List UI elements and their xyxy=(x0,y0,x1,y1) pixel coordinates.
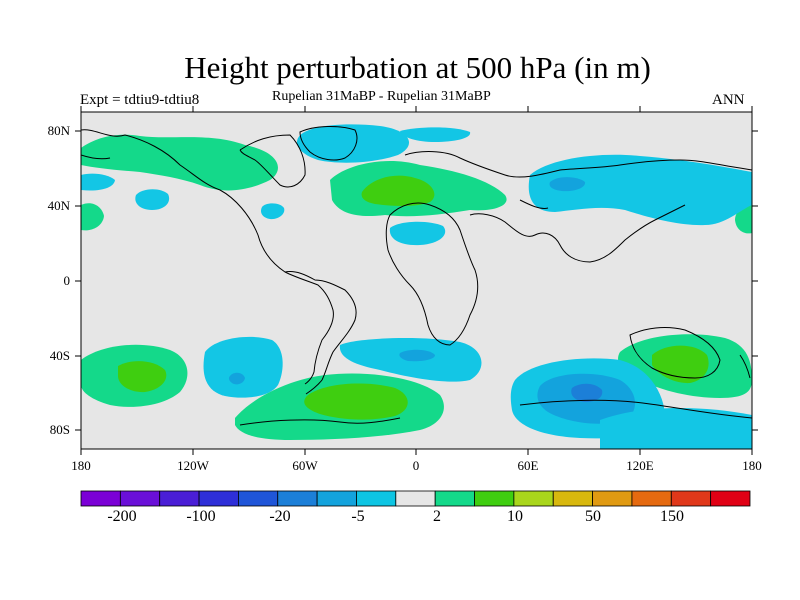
colorbar-swatch xyxy=(395,490,436,507)
field-contours xyxy=(81,124,752,449)
colorbar-swatch xyxy=(277,490,318,507)
colorbar-label-150: 150 xyxy=(660,508,684,525)
pos-region-south-pacific-strong xyxy=(118,361,167,393)
colorbar-swatch xyxy=(316,490,357,507)
neg-region-north-africa xyxy=(389,221,446,246)
lat-label-0: 0 xyxy=(63,273,71,288)
neg-region-north-atlantic-spot2 xyxy=(260,203,285,220)
lon-label-60e: 60E xyxy=(517,458,539,473)
lat-label-80s: 80S xyxy=(49,422,70,437)
colorbar-label-2: 2 xyxy=(433,508,441,525)
lon-label-180e: 180 xyxy=(742,458,762,473)
neg-region-greenland xyxy=(296,124,410,163)
colorbar-swatch xyxy=(159,490,200,507)
colorbar-swatch xyxy=(710,490,751,507)
lon-tick-marks xyxy=(80,106,753,455)
neg-region-south-atlantic-strong xyxy=(399,349,435,362)
neg-region-asia-pacific-strong xyxy=(549,177,586,192)
season-label: ANN xyxy=(712,92,745,108)
lon-label-0: 0 xyxy=(412,458,420,473)
neg-region-southern-ocean-east xyxy=(600,408,752,449)
colorbar-swatch xyxy=(631,490,672,507)
neg-region-arctic-atlantic xyxy=(400,127,471,142)
colorbar-label-50: 50 xyxy=(585,508,601,525)
colorbar-label-neg20: -20 xyxy=(269,508,291,525)
lon-label-120e: 120E xyxy=(626,458,654,473)
colorbar-swatch xyxy=(119,490,161,507)
colorbar xyxy=(80,490,751,507)
colorbar-swatch xyxy=(552,490,593,507)
pos-region-south-atlantic-strong xyxy=(304,383,408,420)
colorbar-label-neg5: -5 xyxy=(351,508,365,525)
colorbar-swatch xyxy=(198,490,239,507)
neg-region-north-atlantic-spot xyxy=(135,189,170,210)
lon-label-180w: 180 xyxy=(71,458,91,473)
colorbar-label-10: 10 xyxy=(507,508,523,525)
colorbar-swatch xyxy=(592,490,633,507)
lat-label-40s: 40S xyxy=(49,348,70,363)
chart-title: Height perturbation at 500 hPa (in m) xyxy=(184,50,651,85)
colorbar-swatch xyxy=(434,490,475,507)
lat-label-40n: 40N xyxy=(47,198,70,213)
colorbar-label-neg100: -100 xyxy=(186,508,216,525)
coastlines xyxy=(81,126,752,426)
neg-region-north-pacific-west xyxy=(81,173,115,191)
colorbar-swatch xyxy=(474,490,515,507)
pos-region-north-pacific xyxy=(81,134,278,191)
neg-region-south-america-pacific-strong xyxy=(228,372,245,385)
colorbar-swatch xyxy=(670,490,712,507)
experiment-label: Expt = tdtiu9-tdtiu8 xyxy=(80,92,200,108)
neg-region-southern-indian-core xyxy=(571,383,603,402)
lat-tick-marks xyxy=(75,130,758,431)
pos-region-europe-strong xyxy=(361,175,435,206)
colorbar-swatch xyxy=(513,490,554,507)
lon-label-120w: 120W xyxy=(177,458,209,473)
neg-region-south-america-pacific xyxy=(203,336,283,398)
colorbar-swatch xyxy=(238,490,279,507)
colorbar-swatch xyxy=(356,490,397,507)
neg-region-asia-pacific xyxy=(528,154,752,226)
pos-region-west-edge xyxy=(81,203,104,231)
lon-label-60w: 60W xyxy=(292,458,318,473)
lat-label-80n: 80N xyxy=(47,123,70,138)
colorbar-swatch xyxy=(80,490,121,507)
colorbar-label-neg200: -200 xyxy=(107,508,137,525)
comparison-label: Rupelian 31MaBP - Rupelian 31MaBP xyxy=(272,89,491,104)
